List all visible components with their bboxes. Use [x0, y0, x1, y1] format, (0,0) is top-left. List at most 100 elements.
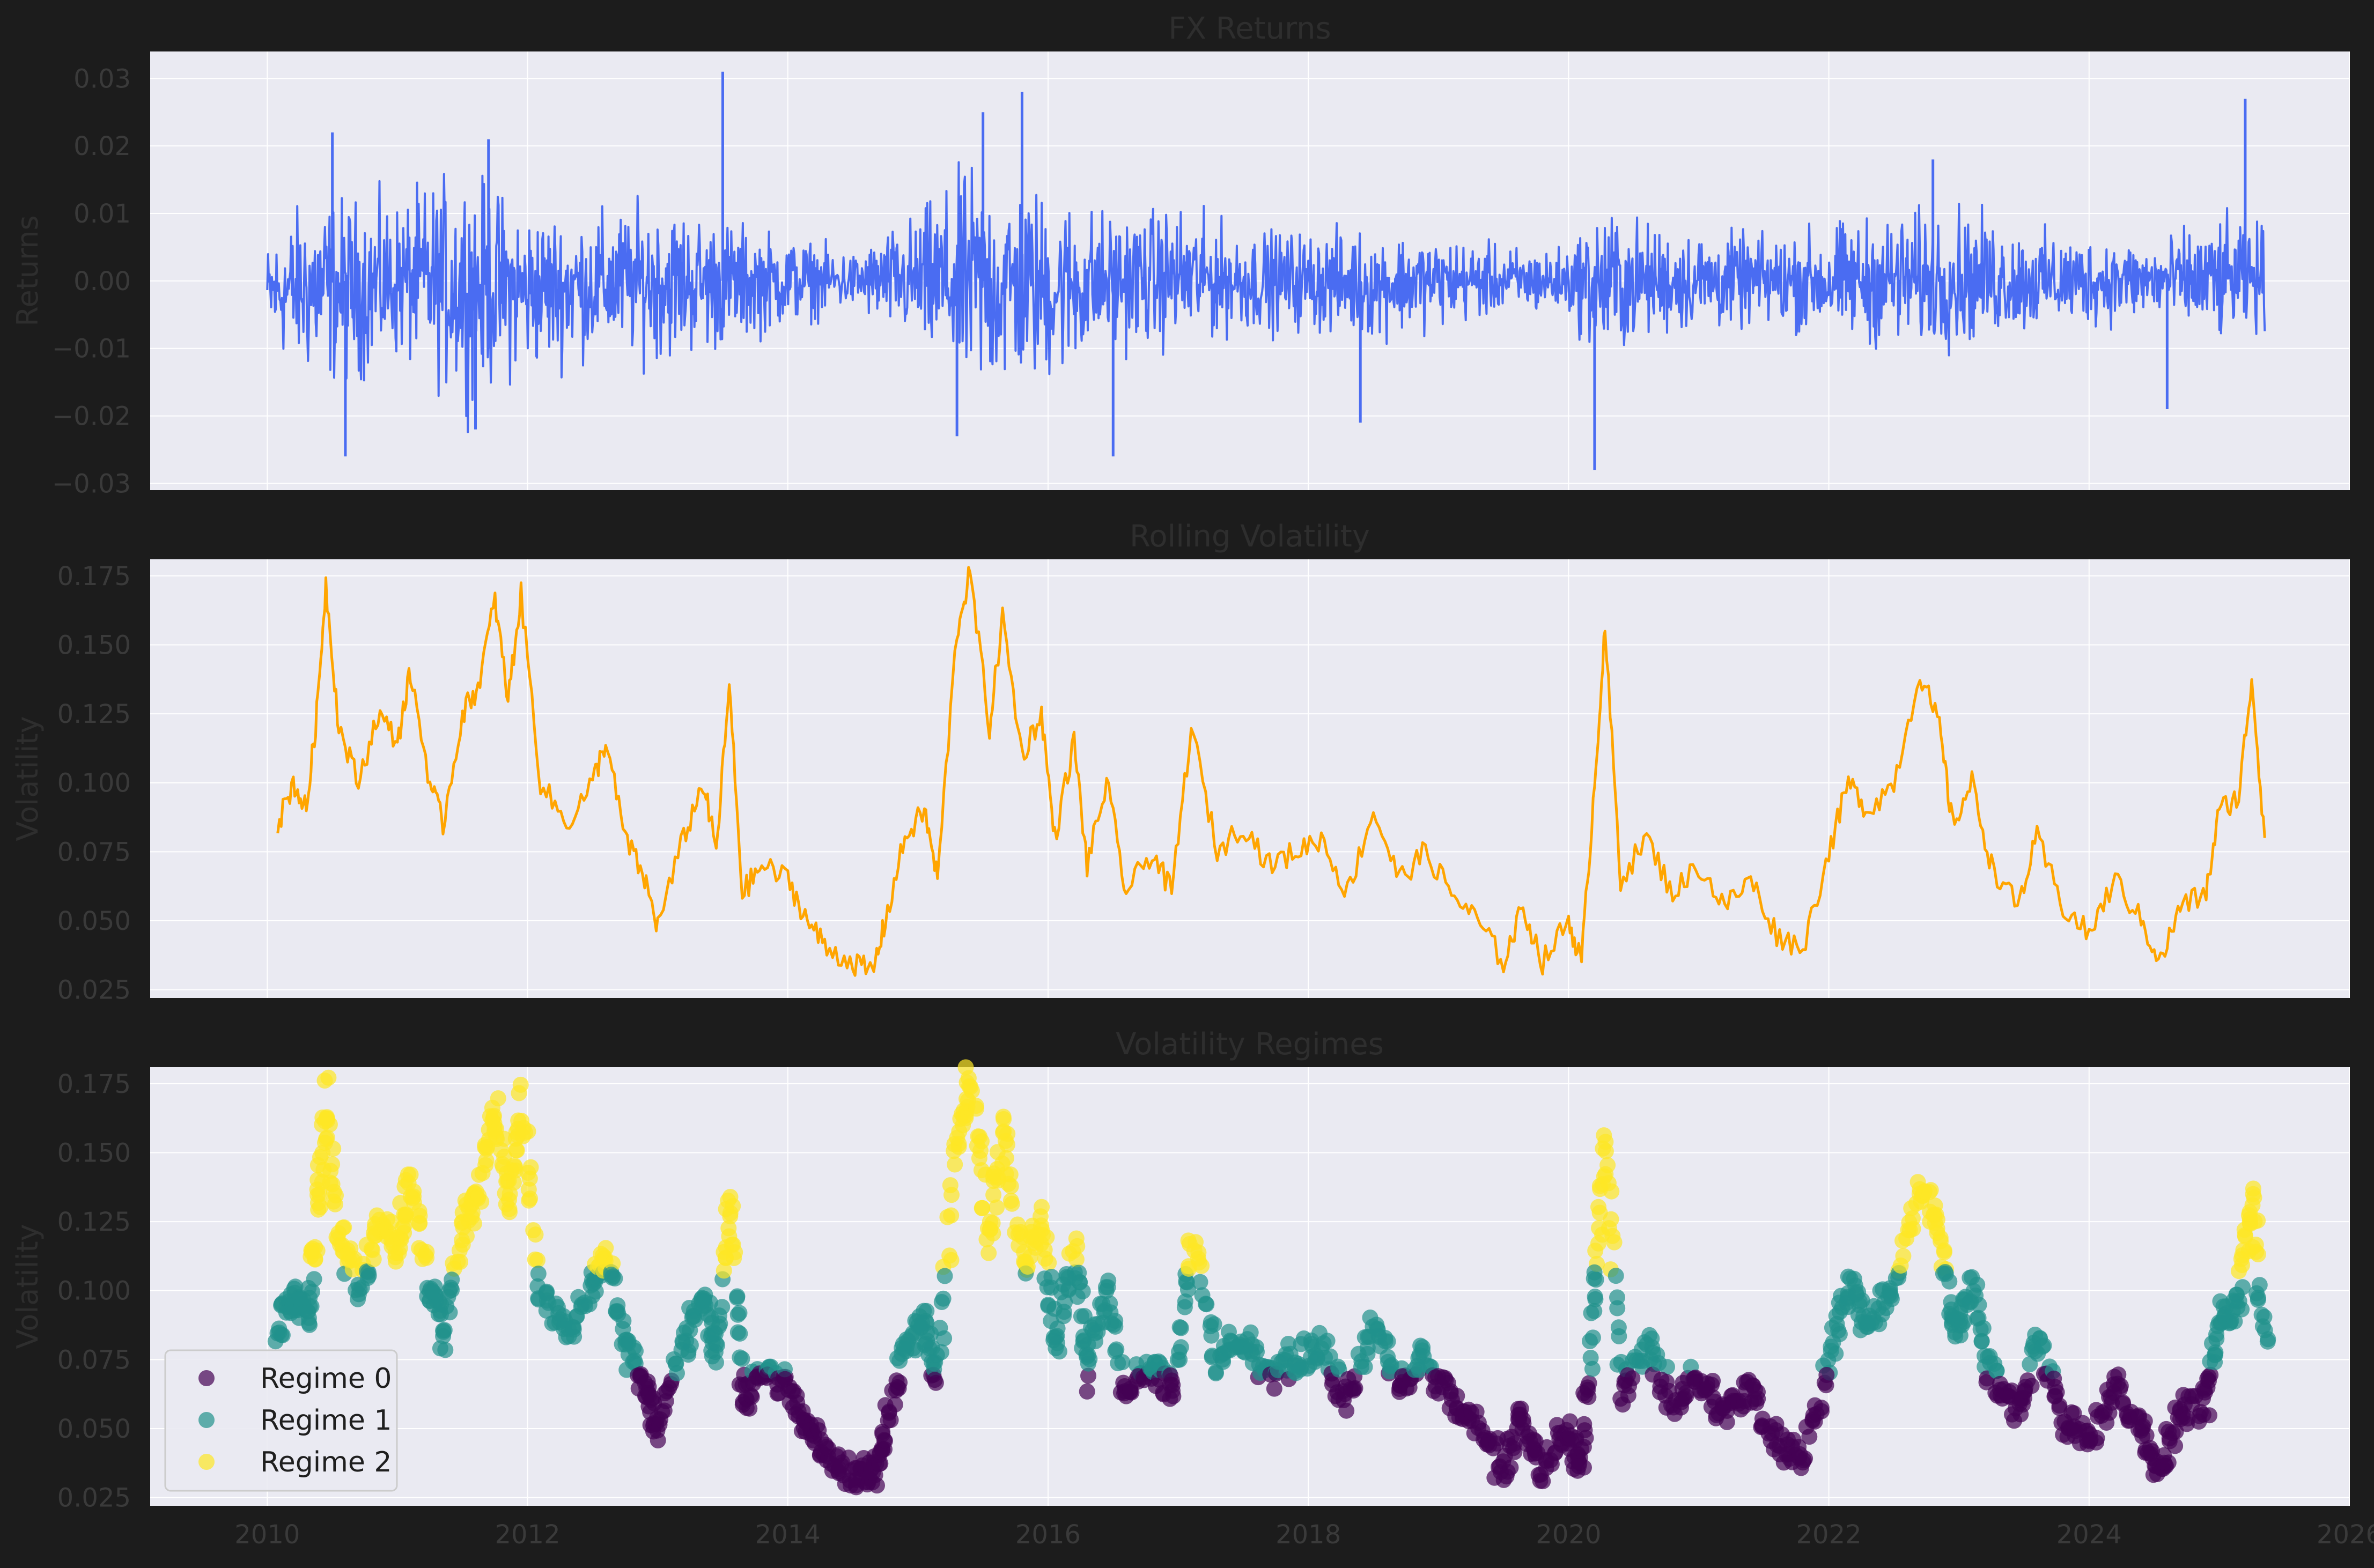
regime-point: [598, 1240, 614, 1256]
regime-point: [1242, 1324, 1259, 1341]
regimes-grid: [150, 1067, 2350, 1506]
regime-point: [1080, 1347, 1096, 1364]
regime-point: [996, 1111, 1012, 1127]
regime-point: [1073, 1308, 1089, 1325]
regimes-y-axis: 0.025 0.050 0.075 0.100 0.125 0.150 0.175: [57, 1069, 131, 1513]
y-tick-label: 0.125: [57, 699, 131, 729]
regime-point: [2167, 1438, 2184, 1454]
regime-point: [968, 1098, 984, 1114]
regime-point: [365, 1251, 382, 1268]
regime-point: [603, 1267, 620, 1283]
regime-point: [1748, 1395, 1765, 1411]
x-tick-label: 2014: [755, 1520, 821, 1550]
regime-point: [1575, 1439, 1592, 1455]
regime-point: [1002, 1193, 1019, 1209]
regime-point: [729, 1306, 746, 1323]
regime-point: [512, 1076, 529, 1093]
regime-point: [464, 1204, 481, 1221]
y-tick-label: 0.150: [57, 1138, 131, 1168]
regime-point: [1000, 1175, 1017, 1192]
regime-point: [682, 1337, 699, 1353]
regime-point: [989, 1199, 1005, 1216]
regime-point: [722, 1205, 739, 1222]
regime-point: [470, 1187, 487, 1204]
regime-point: [1449, 1388, 1465, 1404]
regime-point: [2063, 1404, 2080, 1421]
regime-point: [1927, 1197, 1943, 1214]
regime-point: [312, 1149, 328, 1165]
volatility-plot-area: [150, 559, 2349, 998]
regime-point: [1603, 1211, 1619, 1227]
regime-point: [1043, 1269, 1060, 1285]
regime-point: [732, 1325, 748, 1342]
regime-point: [390, 1245, 407, 1261]
regime-point: [411, 1216, 427, 1232]
regime-point: [1069, 1238, 1086, 1254]
volatility-title: Rolling Volatility: [1130, 519, 1370, 554]
regime-point: [1978, 1374, 1995, 1391]
regime-point: [937, 1268, 953, 1284]
regime-point: [1582, 1350, 1599, 1366]
y-tick-label: 0.150: [57, 630, 131, 660]
regime-point: [507, 1162, 524, 1179]
y-tick-label: 0.025: [57, 1483, 131, 1513]
regime-point: [1068, 1251, 1085, 1268]
volatility-line-series: [276, 566, 2266, 977]
regime-point: [1191, 1254, 1207, 1271]
returns-y-label: Returns: [11, 215, 45, 326]
regime-point: [943, 1252, 960, 1268]
regime-point: [335, 1219, 351, 1236]
regime-point: [2089, 1430, 2105, 1446]
regime-point: [306, 1271, 322, 1288]
regime-point: [501, 1201, 518, 1217]
regime-point: [2250, 1290, 2266, 1306]
x-tick-label: 2022: [1796, 1520, 1862, 1550]
regime-point: [1176, 1299, 1193, 1315]
regime-point: [926, 1372, 943, 1388]
regime-point: [1846, 1270, 1862, 1287]
regime-point: [729, 1290, 746, 1306]
regime-point: [1353, 1359, 1369, 1375]
regime-point: [527, 1226, 544, 1243]
regime-point: [452, 1254, 468, 1270]
regime-point: [325, 1193, 342, 1210]
regime-point: [962, 1078, 979, 1095]
y-tick-label: 0.03: [73, 64, 131, 94]
y-tick-label: 0.02: [73, 131, 131, 161]
regime-point: [1164, 1377, 1181, 1393]
regime-point: [1192, 1274, 1208, 1290]
regime-point: [1921, 1184, 1938, 1200]
y-tick-label: −0.03: [52, 469, 131, 499]
regime-point: [2259, 1333, 2276, 1350]
y-tick-label: 0.175: [57, 561, 131, 591]
legend-marker-regime-0: [198, 1370, 215, 1386]
regime-point: [360, 1264, 377, 1281]
regime-point: [2051, 1400, 2068, 1416]
regime-point: [444, 1271, 460, 1288]
regime-point: [587, 1283, 604, 1300]
regime-point: [508, 1142, 525, 1159]
regime-point: [2138, 1427, 2155, 1444]
regimes-legend: Regime 0 Regime 1 Regime 2: [164, 1349, 398, 1492]
y-tick-label: 0.050: [57, 906, 131, 936]
regime-point: [273, 1327, 290, 1343]
regime-point: [1813, 1403, 1830, 1419]
legend-marker-regime-2: [198, 1454, 215, 1470]
regime-point: [726, 1250, 742, 1266]
regime-point: [1988, 1363, 2005, 1379]
regime-point: [1597, 1134, 1614, 1150]
legend-label-regime-1: Regime 1: [260, 1404, 392, 1437]
regime-point: [1719, 1414, 1735, 1430]
regime-point: [319, 1111, 335, 1127]
regime-point: [1513, 1400, 1529, 1417]
regime-point: [2235, 1279, 2251, 1296]
regime-point: [971, 1128, 988, 1145]
regime-point: [1975, 1320, 1992, 1336]
regimes-y-label: Volatility: [11, 1224, 45, 1349]
regime-point: [933, 1344, 949, 1360]
regime-point: [1035, 1227, 1051, 1243]
regime-point: [1586, 1264, 1603, 1281]
regime-point: [1678, 1385, 1694, 1401]
regime-point: [397, 1206, 414, 1223]
regimes-scatter-series: [267, 1059, 2276, 1496]
